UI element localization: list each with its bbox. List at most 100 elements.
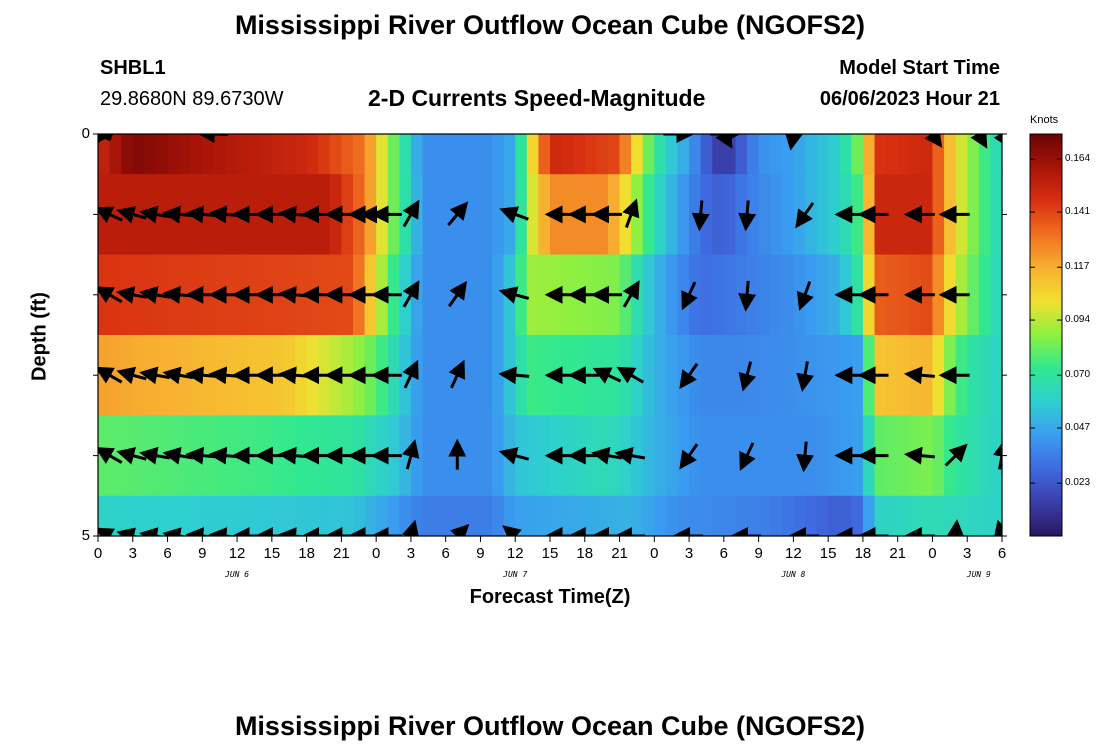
heatmap-cell: [700, 495, 713, 537]
heatmap-cell: [213, 495, 227, 537]
heatmap-cell: [237, 495, 250, 537]
heatmap-cell: [758, 335, 771, 416]
heatmap-cell: [978, 174, 992, 255]
heatmap-cell: [955, 134, 968, 175]
heatmap-cell: [619, 134, 632, 175]
heatmap-cell: [422, 495, 435, 537]
heatmap-cell: [410, 254, 424, 336]
heatmap-cell: [434, 254, 447, 336]
heatmap-cell: [573, 134, 586, 175]
heatmap-cell: [828, 495, 841, 537]
heatmap-cell: [747, 134, 760, 175]
current-arrow: [970, 134, 988, 149]
heatmap-cell: [410, 134, 424, 175]
current-arrow: [116, 527, 139, 536]
heatmap-cell: [770, 134, 783, 175]
x-tick-label: 6: [997, 545, 1007, 562]
heatmap-cell: [689, 134, 702, 175]
current-arrow: [498, 286, 530, 304]
heatmap-cell: [920, 134, 934, 175]
heatmap-cell: [422, 174, 435, 255]
heatmap-cell: [631, 495, 644, 537]
heatmap-cell: [990, 254, 1003, 336]
heatmap-cell: [909, 495, 922, 537]
heatmap-cell: [607, 134, 621, 175]
heatmap-cell: [306, 495, 319, 537]
heatmap-cell: [167, 134, 180, 175]
heatmap-cell: [515, 495, 528, 537]
heatmap-cell: [341, 134, 354, 175]
heatmap-cell: [422, 415, 435, 497]
current-arrow: [502, 525, 522, 536]
day-label: JUN 8: [781, 570, 806, 579]
heatmap-cell: [700, 335, 713, 416]
heatmap-cell: [886, 174, 899, 255]
x-tick-label: 15: [819, 545, 837, 562]
heatmap-cell: [573, 495, 586, 537]
heatmap-cell: [781, 174, 794, 255]
heatmap-cell: [213, 134, 227, 175]
heatmap-cell: [526, 134, 540, 175]
heatmap-cell: [329, 134, 342, 175]
current-arrow: [499, 206, 529, 224]
heatmap-cell: [932, 495, 945, 537]
heatmap-cell: [642, 134, 655, 175]
current-arrow: [796, 361, 815, 392]
heatmap-cell: [492, 174, 505, 255]
heatmap-cell: [689, 254, 702, 336]
x-tick-label: 0: [928, 545, 937, 562]
heatmap-cell: [457, 335, 470, 416]
heatmap-cell: [967, 134, 980, 175]
heatmap-cell: [886, 134, 899, 175]
heatmap-cell: [457, 415, 470, 497]
heatmap-cell: [503, 134, 516, 175]
heatmap-cell: [155, 495, 169, 537]
heatmap-cell: [747, 254, 760, 336]
heatmap-cell: [190, 495, 203, 537]
day-label: JUN 7: [503, 570, 528, 579]
current-arrow: [622, 280, 640, 308]
heatmap-cell: [700, 415, 713, 497]
heatmap-cell: [839, 495, 852, 537]
day-label: JUN 6: [225, 570, 250, 579]
heatmap-cell: [144, 134, 157, 175]
heatmap-cell: [295, 134, 308, 175]
heatmap-cell: [723, 415, 737, 497]
heatmap-cell: [712, 415, 725, 497]
current-arrow: [402, 280, 420, 308]
heatmap-cell: [700, 134, 713, 175]
heatmap-cell: [457, 254, 470, 336]
heatmap-cell: [480, 174, 493, 255]
heatmap-cell: [897, 254, 910, 336]
heatmap-cell: [723, 254, 737, 336]
heatmap-cell: [329, 495, 342, 537]
heatmap-cell: [654, 174, 667, 255]
heatmap-cell: [886, 415, 899, 497]
heatmap-cell: [376, 134, 389, 175]
current-arrow: [498, 447, 530, 465]
heatmap-cell: [747, 174, 760, 255]
heatmap-cell: [492, 134, 505, 175]
heatmap-cell: [109, 415, 122, 497]
heatmap-cell: [747, 335, 760, 416]
x-tick-label: 0: [371, 545, 381, 562]
heatmap-cell: [712, 134, 725, 175]
heatmap-cell: [132, 495, 145, 537]
heatmap-cell: [828, 174, 841, 255]
heatmap-cell: [607, 335, 621, 416]
x-tick-label: 3: [963, 545, 972, 562]
x-tick-label: 6: [719, 545, 729, 562]
current-arrow: [946, 519, 965, 536]
current-arrow: [715, 134, 733, 149]
heatmap-cell: [967, 415, 980, 497]
heatmap-cell: [700, 254, 713, 336]
heatmap-cell: [387, 134, 400, 175]
current-arrow: [185, 527, 217, 536]
heatmap-cell: [828, 415, 841, 497]
heatmap-cell: [677, 495, 690, 537]
heatmap-cell: [468, 415, 482, 497]
heatmap-cell: [260, 495, 273, 537]
heatmap-cell: [944, 134, 957, 175]
heatmap-cell: [793, 134, 806, 175]
x-tick-label: 3: [128, 545, 137, 562]
